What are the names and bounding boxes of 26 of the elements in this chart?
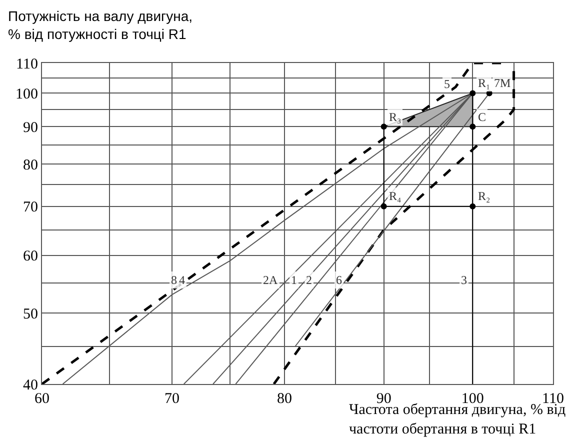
annotation: 5 xyxy=(444,77,450,91)
annotation: R₂ xyxy=(478,189,490,203)
y-tick-label: 50 xyxy=(23,306,38,322)
annotation: 8 xyxy=(171,273,177,287)
y-tick-label: 60 xyxy=(23,248,38,265)
annotation: 6 xyxy=(336,273,342,287)
x-tick-label: 70 xyxy=(164,391,180,407)
annotation: R₄ xyxy=(389,189,402,203)
y-tick-label: 80 xyxy=(23,157,38,174)
x-tick-label: 60 xyxy=(34,391,50,407)
y-tick-label: 100 xyxy=(16,86,38,102)
annotation: 4 xyxy=(179,273,185,287)
annotation: 3 xyxy=(461,273,467,287)
annotation: R₁ xyxy=(478,76,490,90)
y-axis-title: Потужність на валу двигуна, % від потужності в точці R1 xyxy=(8,8,193,42)
annotation: C xyxy=(478,110,486,124)
y-tick-label: 40 xyxy=(23,377,38,394)
y-tick-label: 110 xyxy=(16,56,38,72)
annotation: R₃ xyxy=(389,110,402,124)
annotation: 7M xyxy=(494,76,511,90)
y-tick-label: 90 xyxy=(23,120,38,136)
annotation: 2 xyxy=(306,273,312,287)
annotation: 1 xyxy=(291,273,297,287)
y-tick-label: 70 xyxy=(23,200,38,216)
x-tick-label: 80 xyxy=(277,391,292,407)
annotation: 2A xyxy=(263,273,278,287)
